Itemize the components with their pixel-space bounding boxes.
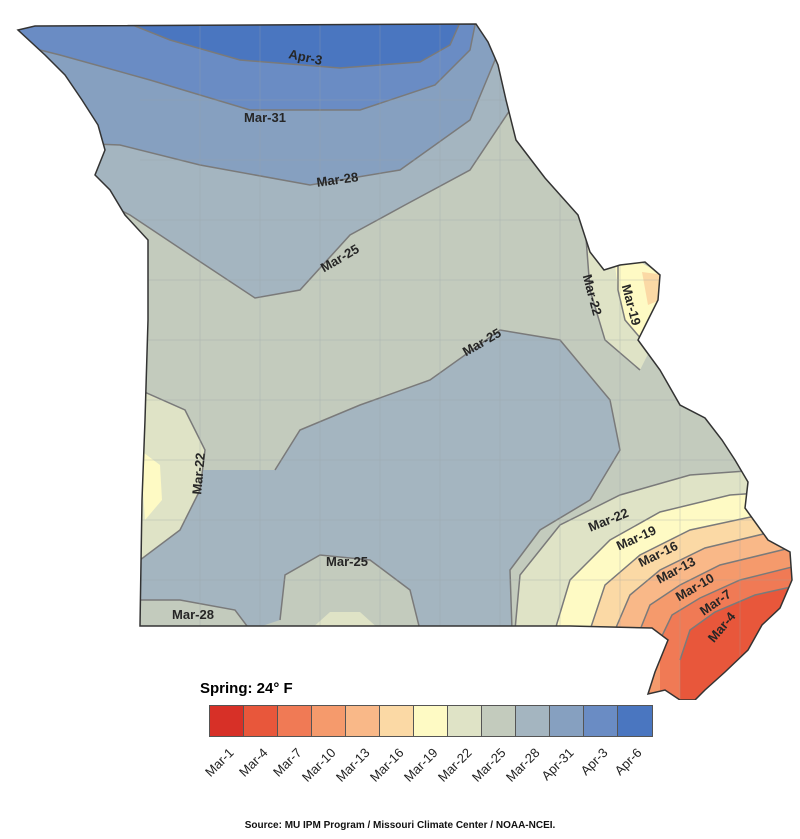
legend-swatch <box>380 706 414 736</box>
contour-label-mar-31: Mar-31 <box>244 110 286 125</box>
contour-label-mar-25-south: Mar-25 <box>326 554 368 569</box>
legend-swatch <box>584 706 618 736</box>
legend-swatch <box>210 706 244 736</box>
legend-swatch <box>550 706 584 736</box>
legend-color-bar <box>209 705 653 737</box>
legend-swatch <box>278 706 312 736</box>
legend-swatch <box>516 706 550 736</box>
contour-label-mar-28-south: Mar-28 <box>172 607 214 622</box>
contour-label-mar-22-west: Mar-22 <box>189 452 208 495</box>
legend-title: Spring: 24° F <box>200 680 293 697</box>
missouri-map: Apr-3 Mar-31 Mar-28 Mar-25 Mar-25 Mar-22… <box>16 23 793 700</box>
state-outline <box>16 23 793 700</box>
legend-swatch <box>448 706 482 736</box>
legend-swatch <box>312 706 346 736</box>
source-credit: Source: MU IPM Program / Missouri Climat… <box>244 820 556 831</box>
legend-swatch <box>346 706 380 736</box>
legend-swatch <box>244 706 278 736</box>
contour-label-mar-28: Mar-28 <box>316 169 360 190</box>
legend-swatch <box>482 706 516 736</box>
contour-label-apr-3: Apr-3 <box>287 46 323 68</box>
legend-swatch <box>618 706 652 736</box>
map-canvas: Apr-3 Mar-31 Mar-28 Mar-25 Mar-25 Mar-22… <box>16 23 793 700</box>
legend-swatch <box>414 706 448 736</box>
